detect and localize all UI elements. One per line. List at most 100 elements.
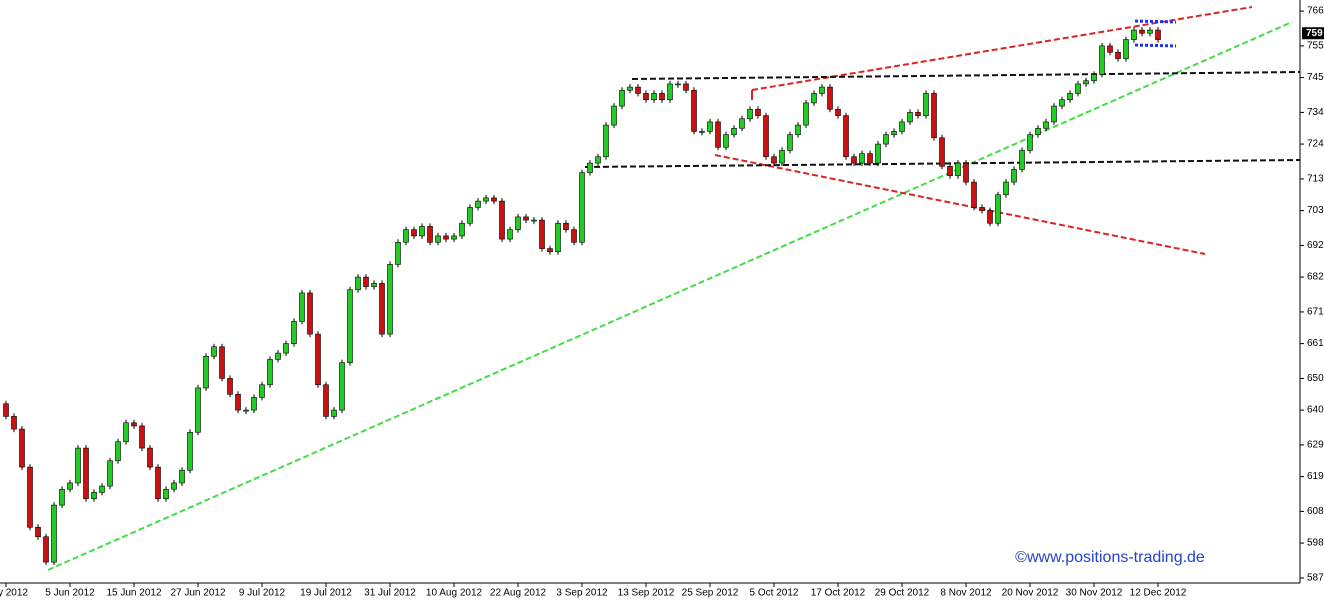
y-tick-label: 713: [1307, 174, 1324, 185]
candle-body: [531, 219, 537, 222]
resistance-line: [631, 71, 1301, 80]
candle-body: [467, 207, 473, 224]
candle-body: [3, 403, 9, 417]
candle-body: [731, 127, 737, 135]
candle-body: [339, 362, 345, 411]
candle-body: [19, 428, 25, 468]
candle-body: [355, 276, 361, 291]
y-tick-label: 629: [1307, 440, 1324, 451]
candle-body: [91, 492, 97, 500]
x-tick-label: 5 Jun 2012: [45, 588, 95, 599]
x-tick-label: 9 Jul 2012: [239, 588, 286, 599]
watermark: ©www.positions-trading.de: [1015, 549, 1205, 566]
x-tick-label: 22 Aug 2012: [490, 588, 547, 599]
candle-body: [1115, 51, 1121, 59]
x-tick-label: 17 Oct 2012: [811, 588, 866, 599]
y-tick-label: 661: [1307, 338, 1324, 349]
candle-body: [259, 384, 265, 398]
candle-body: [419, 226, 425, 237]
last-price-label: 759: [1306, 28, 1323, 39]
candle-body: [219, 346, 225, 379]
y-tick-label: 745: [1307, 72, 1324, 83]
x-tick-label: May 2012: [0, 588, 28, 599]
x-tick-label: 12 Dec 2012: [1130, 588, 1187, 599]
candle-body: [291, 321, 297, 344]
y-tick-label: 724: [1307, 139, 1324, 150]
candle-body: [35, 526, 41, 538]
candle-body: [163, 488, 169, 500]
candle-body: [563, 222, 569, 230]
candle-body: [723, 134, 729, 148]
y-tick-label: 598: [1307, 538, 1324, 549]
candle-body: [363, 276, 369, 287]
candle-body: [483, 197, 489, 202]
flag-bottom: [1134, 43, 1177, 48]
candle-body: [851, 156, 857, 164]
candle-body: [299, 292, 305, 322]
candle-body: [43, 536, 49, 563]
candle-body: [1099, 45, 1105, 75]
x-tick-label: 20 Nov 2012: [1002, 588, 1059, 599]
candle-body: [651, 93, 657, 101]
x-tick-label: 25 Sep 2012: [682, 588, 739, 599]
candle-body: [99, 485, 105, 493]
candle-body: [227, 378, 233, 395]
candle-body: [635, 86, 641, 94]
candle-body: [1027, 134, 1033, 151]
candle-body: [747, 108, 753, 120]
candle-body: [371, 283, 377, 287]
x-tick-label: 8 Nov 2012: [940, 588, 992, 599]
candle-body: [83, 447, 89, 500]
y-tick-label: 734: [1307, 107, 1324, 118]
candle-body: [75, 447, 81, 484]
candle-body: [739, 118, 745, 129]
candle-body: [147, 447, 153, 468]
candle-body: [947, 165, 953, 177]
candle-body: [795, 124, 801, 135]
candle-body: [939, 137, 945, 167]
candle-body: [835, 108, 841, 116]
candle-body: [1059, 99, 1065, 107]
candle-body: [667, 83, 673, 101]
candle-body: [283, 343, 289, 354]
candle-body: [1139, 29, 1145, 34]
candle-body: [595, 156, 601, 164]
support-trend-line: [47, 21, 1293, 571]
candle-body: [155, 466, 161, 500]
x-tick-label: 29 Oct 2012: [875, 588, 930, 599]
candle-body: [107, 460, 113, 487]
candle-body: [315, 333, 321, 386]
candle-body: [907, 112, 913, 123]
candle-body: [603, 124, 609, 158]
candle-body: [211, 346, 217, 357]
candle-body: [139, 425, 145, 449]
candle-body: [571, 229, 577, 243]
lower-channel-line: [714, 154, 1206, 255]
x-tick-label: 5 Oct 2012: [750, 588, 799, 599]
candle-body: [1003, 181, 1009, 196]
candle-body: [763, 115, 769, 158]
candle-body: [899, 121, 905, 132]
candle-body: [579, 172, 585, 243]
candle-body: [451, 235, 457, 240]
candle-body: [403, 229, 409, 243]
x-tick-label: 10 Aug 2012: [426, 588, 483, 599]
candle-body: [1043, 121, 1049, 129]
candle-body: [235, 393, 241, 411]
candle-body: [1131, 29, 1137, 40]
candle-body: [883, 134, 889, 145]
candle-body: [67, 482, 73, 490]
candle-body: [51, 504, 57, 563]
y-tick-label: 587: [1307, 573, 1324, 584]
candle-body: [1035, 127, 1041, 135]
candle-body: [611, 105, 617, 126]
candle-body: [715, 121, 721, 148]
candle-body: [507, 229, 513, 240]
candle-body: [707, 121, 713, 132]
candle-body: [915, 112, 921, 116]
candle-body: [547, 248, 553, 253]
y-tick-label: 619: [1307, 471, 1324, 482]
candle-body: [787, 134, 793, 151]
candle-body: [811, 93, 817, 104]
candle-body: [323, 384, 329, 417]
